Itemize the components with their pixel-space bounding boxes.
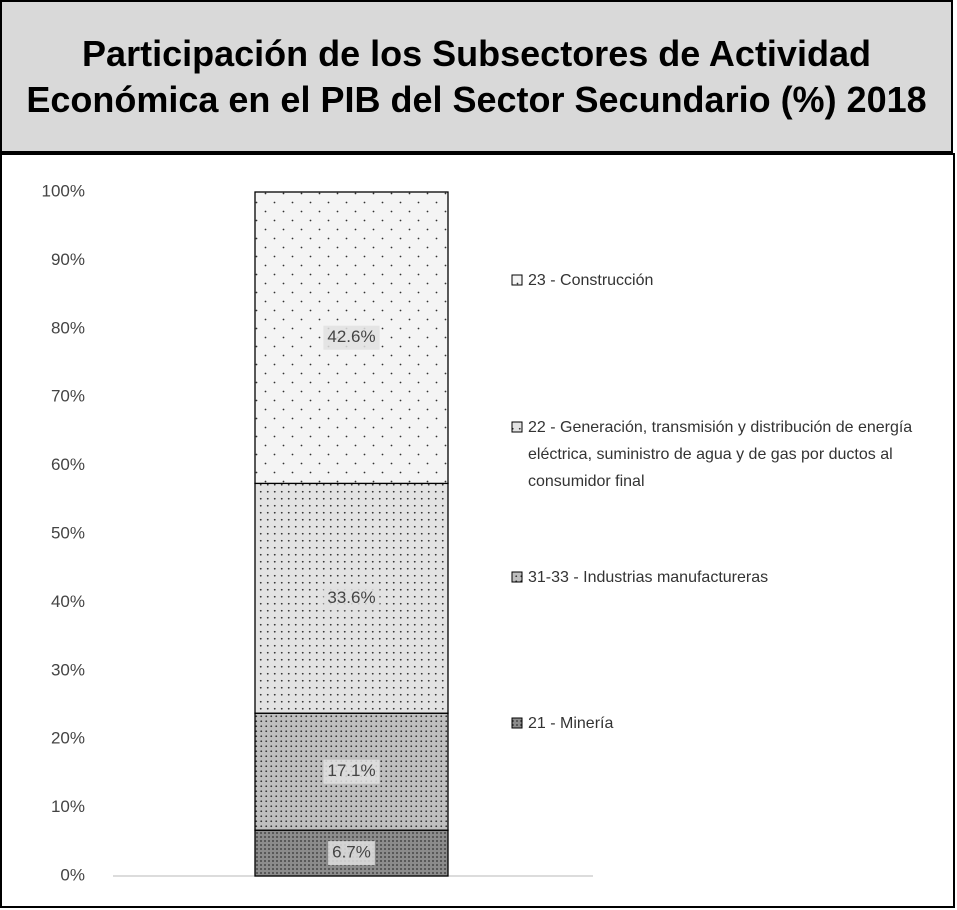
y-tick-label: 50% — [51, 523, 85, 542]
data-label-bg — [328, 841, 375, 866]
y-tick-label: 30% — [51, 660, 85, 679]
legend-marker — [511, 717, 523, 729]
y-tick-label: 70% — [51, 387, 85, 406]
y-tick-label: 0% — [60, 865, 85, 884]
legend-marker — [511, 274, 523, 286]
data-label: 17.1% — [327, 761, 375, 780]
legend-label: 23 - Construcción — [528, 272, 654, 289]
y-tick-label: 80% — [51, 318, 85, 337]
y-tick-label: 10% — [51, 797, 85, 816]
chart-title: Participación de los Subsectores de Acti… — [0, 0, 953, 153]
data-label-bg — [323, 586, 380, 611]
y-tick-label: 90% — [51, 250, 85, 269]
legend-label: 31-33 - Industrias manufactureras — [528, 569, 769, 586]
data-label: 33.6% — [327, 588, 375, 607]
chart-frame — [0, 153, 955, 908]
y-tick-label: 100% — [42, 181, 85, 200]
y-tick-label: 20% — [51, 729, 85, 748]
legend-label: 21 - Minería — [528, 715, 614, 732]
y-tick-label: 40% — [51, 592, 85, 611]
legend-label: 22 - Generación, transmisión y distribuc… — [528, 419, 913, 490]
legend-marker — [511, 571, 523, 583]
data-label-bg — [323, 325, 380, 350]
y-tick-label: 60% — [51, 455, 85, 474]
data-label-bg — [323, 759, 380, 784]
data-label: 42.6% — [327, 327, 375, 346]
legend-marker — [511, 421, 523, 433]
data-label: 6.7% — [332, 843, 371, 862]
